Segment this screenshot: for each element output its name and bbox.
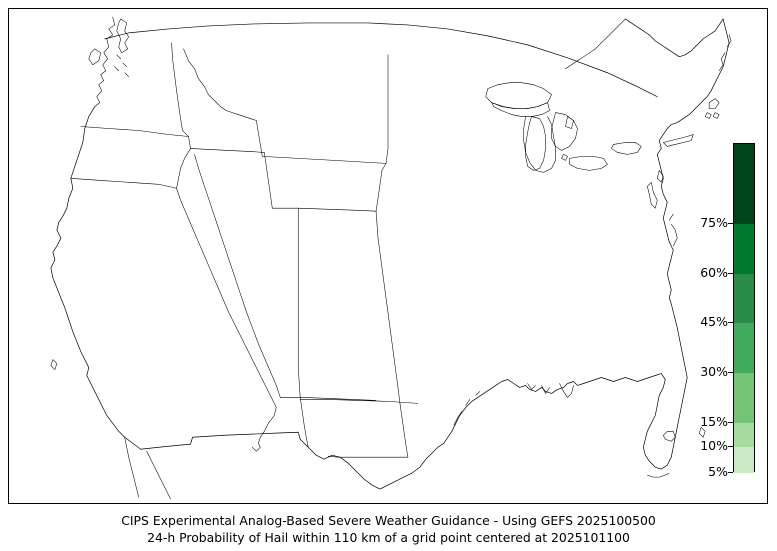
outer-banks (669, 214, 677, 246)
gulf-of-california (147, 451, 171, 499)
baja-island (51, 360, 57, 370)
us-canada-northeast-border (625, 19, 723, 57)
colorbar-tick-45 (728, 322, 733, 323)
border-nm-tx-south (328, 456, 408, 457)
lake-ontario (611, 142, 641, 154)
st-lawrence-river (566, 19, 626, 69)
southeast-atlantic-coast (657, 154, 673, 297)
four-corners-vertical (298, 208, 300, 397)
lake-st-clair (562, 154, 568, 160)
chesapeake-bay (647, 182, 657, 208)
colorbar-label-5: 5% (708, 464, 728, 479)
border-nm-tx (400, 403, 408, 457)
caption-line-2: 24-h Probability of Hail within 110 km o… (147, 530, 630, 545)
map-panel (8, 8, 768, 504)
georgian-bay (566, 117, 574, 129)
border-mt-nd (386, 55, 388, 164)
gulf-coast-louisiana (508, 374, 662, 394)
nantucket (713, 113, 719, 119)
marthas-vineyard (705, 113, 711, 119)
baja-california-coast (125, 437, 139, 497)
colorbar-band-60 (734, 274, 754, 323)
lake-erie (570, 156, 608, 170)
long-island (663, 134, 693, 146)
colorbar-band-15 (734, 423, 754, 447)
colorbar-label-75: 75% (700, 215, 728, 230)
northeast-coastline (657, 19, 729, 154)
border-ca-nv (177, 188, 277, 407)
colorbar-label-10: 10% (700, 438, 728, 453)
border-wa-or (81, 127, 189, 137)
florida-coastline (643, 298, 687, 469)
colorbar-label-30: 30% (700, 364, 728, 379)
colorbar-tick-30 (728, 372, 733, 373)
olympic-peninsula (89, 49, 101, 65)
texas-barrier-islands (454, 391, 480, 425)
west-coast-coastline (51, 107, 141, 450)
cape-cod (709, 99, 719, 109)
delaware-bay (657, 170, 663, 182)
figure-caption: CIPS Experimental Analog-Based Severe We… (0, 512, 777, 546)
border-or-ca-nv (71, 178, 177, 188)
border-ut-az (280, 397, 376, 400)
colorbar: 75% 60% 45% 30% 15% 10% 5% (700, 143, 755, 478)
colorbar-band-max (734, 144, 754, 224)
border-nv-ut (195, 154, 281, 397)
colorbar-band-45 (734, 323, 754, 373)
colorbar-band-75 (734, 224, 754, 274)
border-id-nv-ut-top (191, 148, 265, 152)
lake-michigan (526, 117, 546, 171)
us-canada-border (105, 23, 658, 97)
colorbar-band-10 (734, 447, 754, 473)
texas-gulf-coast (452, 380, 508, 432)
caption-line-1: CIPS Experimental Analog-Based Severe We… (121, 513, 656, 528)
colorbar-band-30 (734, 373, 754, 423)
lake-okeechobee (663, 431, 675, 441)
border-wy-co (376, 163, 386, 211)
border-wa-id (172, 43, 189, 137)
colorbar-label-45: 45% (700, 314, 728, 329)
michigan-lower-peninsula-coast (524, 117, 556, 173)
border-az-nm (300, 397, 308, 447)
puget-sound-coast (95, 17, 115, 107)
colorbar-tick-15 (728, 422, 733, 423)
colorbar-tick-60 (728, 273, 733, 274)
vancouver-island (117, 19, 129, 53)
michigan-upper-peninsula (492, 103, 550, 117)
mississippi-delta (560, 383, 574, 397)
border-ut-wy (264, 152, 272, 208)
map-graphic (9, 9, 767, 503)
border-id-mt (184, 49, 257, 121)
border-co-nm (300, 399, 418, 403)
bahamas-outline (699, 427, 705, 437)
border-id-wy (256, 121, 262, 157)
us-mexico-border (141, 431, 452, 489)
louisiana-bays (528, 383, 550, 393)
border-mt-wy (262, 156, 386, 163)
border-co-ks-ne (376, 211, 400, 403)
san-juan-islands (115, 55, 129, 77)
florida-keys (647, 473, 669, 477)
colorbar-label-15: 15% (700, 414, 728, 429)
lake-huron (552, 113, 578, 151)
colorbar-label-60: 60% (700, 265, 728, 280)
border-or-id-nv (177, 136, 191, 188)
colorbar-tick-10 (728, 446, 733, 447)
colorbar-bands (733, 143, 755, 473)
maine-coast-detail (719, 35, 731, 71)
colorbar-tick-5 (728, 472, 733, 473)
colorbar-tick-75 (728, 223, 733, 224)
border-ca-az (252, 407, 276, 451)
border-ut-wy-horizontal (272, 208, 376, 211)
